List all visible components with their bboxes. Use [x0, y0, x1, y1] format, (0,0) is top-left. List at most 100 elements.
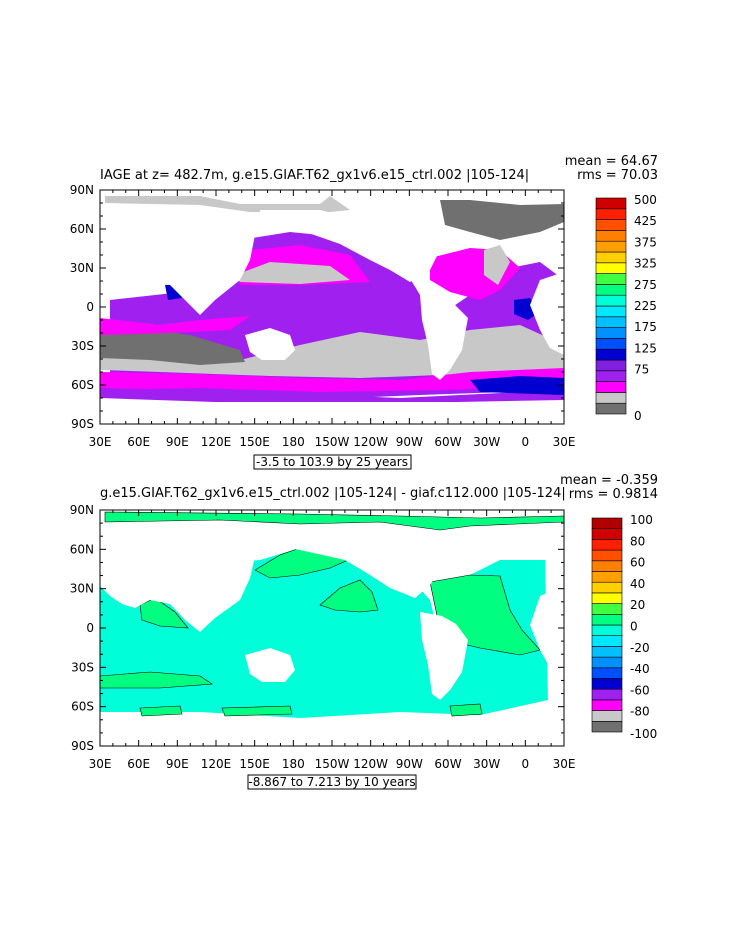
colorbar-swatch: [591, 528, 623, 540]
x-tick-label: 150E: [239, 757, 270, 771]
x-tick-label: 60E: [127, 435, 150, 449]
colorbar-swatch: [595, 273, 627, 285]
colorbar-swatch: [595, 197, 627, 210]
panel-2: g.e15.GIAF.T62_gx1v6.e15_ctrl.002 |105-1…: [70, 473, 658, 790]
colorbar-swatch: [595, 338, 627, 350]
y-tick-label: 30S: [71, 660, 94, 674]
continent-americas-s-2: [420, 612, 468, 700]
south-purple: [100, 388, 564, 405]
panel-1-map: [100, 190, 564, 424]
colorbar-swatch: [591, 571, 623, 583]
y-tick-label: 60S: [71, 700, 94, 714]
continent-americas-n: [260, 210, 440, 282]
panel-1-range-label: -3.5 to 103.9 by 25 years: [256, 455, 408, 469]
x-tick-label: 60W: [434, 757, 461, 771]
colorbar-swatch: [595, 251, 627, 264]
colorbar-swatch: [595, 402, 627, 415]
colorbar-swatch: [591, 667, 623, 679]
colorbar-swatch: [595, 294, 627, 307]
continent-africa-2: [530, 586, 564, 675]
npac-green: [319, 579, 379, 613]
panel-2-rms: rms = 0.9814: [569, 487, 658, 502]
x-tick-label: 180: [282, 435, 305, 449]
panel-1-range-box: [253, 454, 412, 470]
colorbar-swatch: [591, 720, 623, 733]
x-tick-label: 120E: [201, 435, 232, 449]
x-tick-label: 180: [282, 757, 305, 771]
colorbar-swatch: [595, 219, 627, 231]
panel-2-colorbar: 100 80 60 40 20 0 -20 -40 -60 -80 -100: [591, 513, 657, 741]
colorbar-swatch: [595, 370, 627, 382]
colorbar-swatch: [595, 305, 627, 318]
colorbar-swatch: [591, 603, 623, 615]
colorbar-swatch: [595, 230, 627, 242]
x-tick-label: 30E: [553, 757, 576, 771]
continent-americas-n-2: [262, 528, 440, 598]
panel-2-map: [100, 510, 564, 746]
colorbar-swatch: [591, 678, 623, 690]
south-green-4: [449, 703, 483, 717]
panel-1-mean: mean = 64.67: [565, 154, 658, 169]
colorbar-swatch: [595, 262, 627, 274]
continent-australia-2: [245, 648, 295, 682]
south-green-1: [100, 671, 213, 689]
colorbar-label: 80: [630, 534, 645, 548]
y-tick-label: 30N: [70, 261, 94, 275]
panel-2-range-label: -8.867 to 7.213 by 10 years: [248, 775, 415, 789]
colorbar-swatch: [591, 613, 623, 626]
south-green-3: [221, 705, 293, 717]
arctic-grey: [105, 196, 350, 212]
y-tick-label: 60N: [70, 222, 94, 236]
colorbar-swatch: [595, 327, 627, 339]
panel-2-range-box: [247, 774, 417, 790]
colorbar-label: -60: [630, 683, 650, 697]
colorbar-swatch: [591, 560, 623, 572]
x-tick-label: 90E: [166, 435, 189, 449]
south-magenta-2: [100, 368, 564, 392]
y-tick-label: 90S: [71, 739, 94, 753]
panel-1-title: IAGE at z= 482.7m, g.e15.GIAF.T62_gx1v6.…: [100, 168, 529, 183]
x-tick-label: 120W: [353, 435, 388, 449]
colorbar-label: 100: [630, 513, 653, 527]
x-tick-label: 90W: [396, 435, 423, 449]
colorbar-label: 125: [634, 341, 657, 355]
colorbar-swatch: [591, 624, 623, 636]
y-tick-label: 60N: [70, 542, 94, 556]
x-tick-label: 30E: [553, 435, 576, 449]
colorbar-label: -100: [630, 727, 657, 741]
x-tick-label: 120E: [201, 757, 232, 771]
x-tick-label: 30W: [473, 757, 500, 771]
panel-1-axes: 30E 60E 90E 120E 150E 180 150W 120W 90W 60W 30W 0 30…: [70, 183, 576, 449]
y-tick-label: 0: [86, 300, 94, 314]
colorbar-label: -80: [630, 705, 650, 719]
colorbar-swatch: [591, 517, 623, 529]
y-tick-label: 30S: [71, 339, 94, 353]
colorbar-label: 60: [630, 556, 645, 570]
x-tick-label: 90W: [396, 757, 423, 771]
x-tick-label: 30E: [89, 757, 112, 771]
colorbar-swatch: [595, 381, 627, 393]
continent-africa: [530, 272, 564, 355]
colorbar-swatch: [595, 348, 627, 361]
colorbar-swatch: [591, 710, 623, 722]
y-tick-label: 30N: [70, 582, 94, 596]
x-tick-label: 150W: [315, 757, 350, 771]
panel-1-colorbar: 500 425 375 325 275 225 175 125 75 0: [595, 193, 657, 423]
continent-australia: [245, 328, 295, 360]
x-tick-label: 30E: [89, 435, 112, 449]
panel-2-title: g.e15.GIAF.T62_gx1v6.e15_ctrl.002 |105-1…: [100, 486, 566, 501]
colorbar-label: 0: [634, 409, 642, 423]
south-blue: [470, 376, 564, 395]
panel-1: IAGE at z= 482.7m, g.e15.GIAF.T62_gx1v6.…: [70, 154, 658, 470]
x-tick-label: 60W: [434, 435, 461, 449]
y-tick-label: 60S: [71, 378, 94, 392]
colorbar-swatch: [591, 539, 623, 551]
colorbar-swatch: [595, 316, 627, 328]
indian-dark: [100, 328, 245, 365]
colorbar-label: 0: [630, 620, 638, 634]
panel-2-mean: mean = -0.359: [560, 473, 658, 488]
colorbar-label: 425: [634, 214, 657, 228]
continent-eurasia-2: [100, 528, 256, 632]
